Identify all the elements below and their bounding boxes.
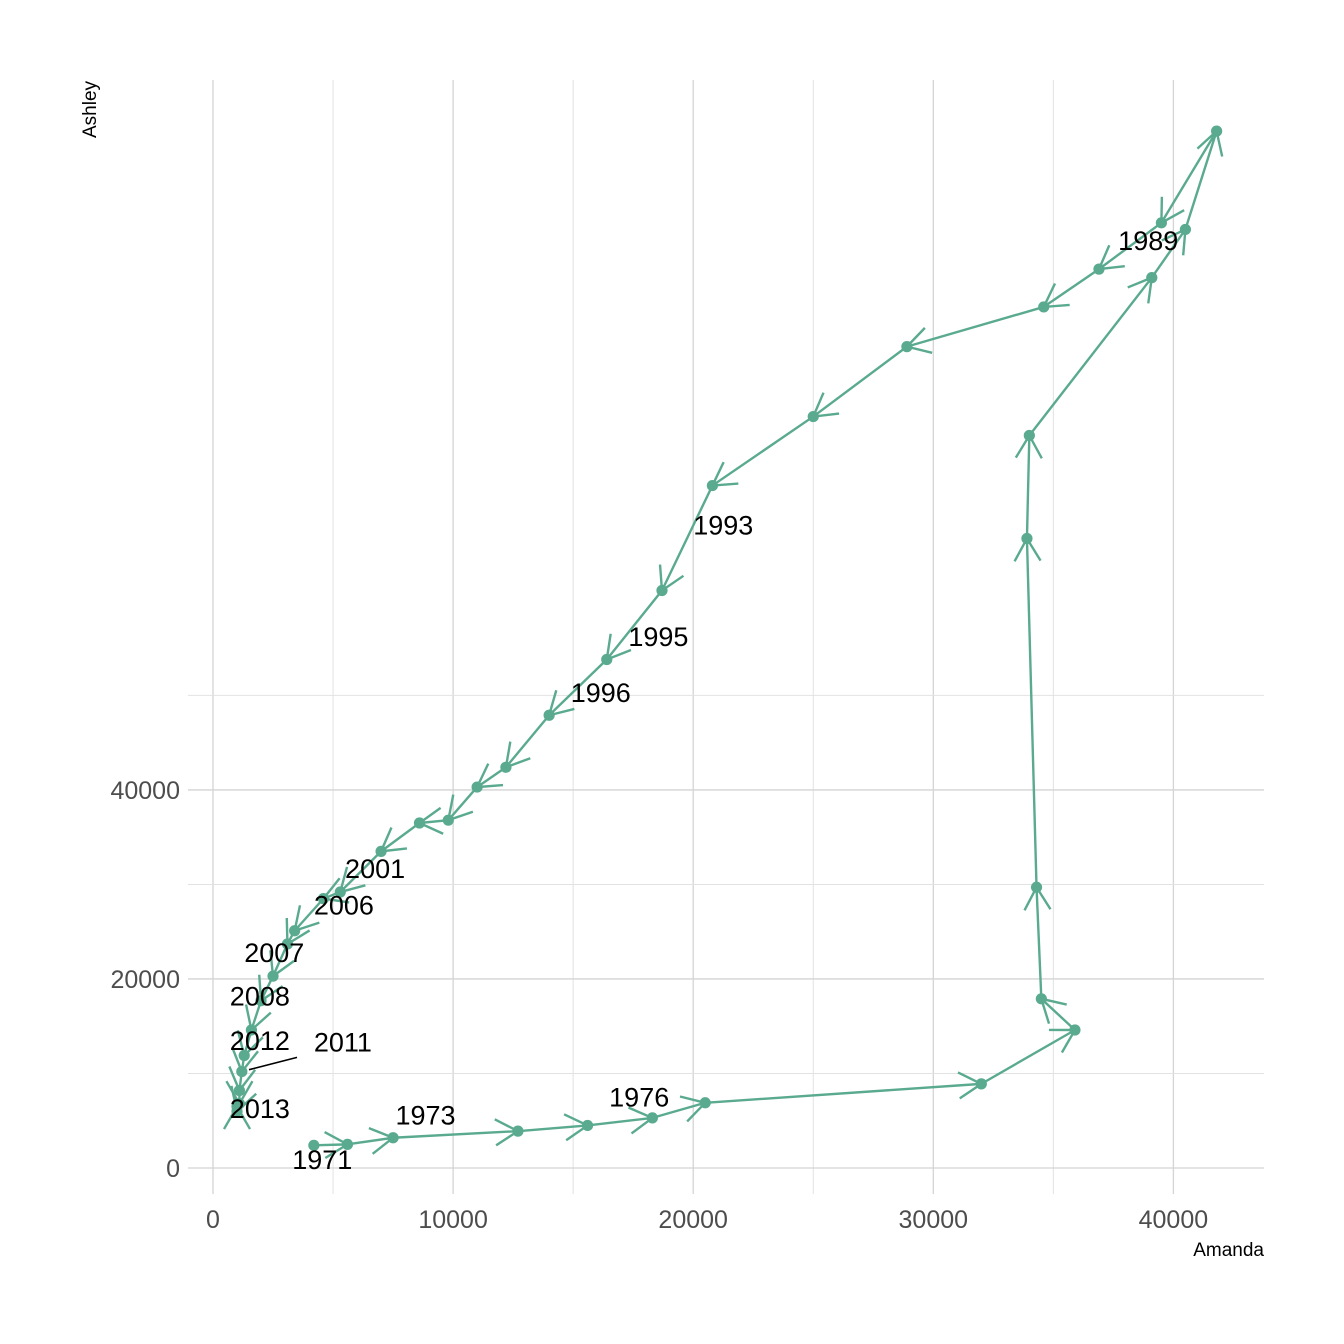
data-point [1093,263,1105,275]
data-point [699,1097,711,1109]
data-point [1030,881,1043,893]
data-point [236,1065,248,1078]
year-label: 1973 [395,1101,455,1131]
data-point [245,1024,258,1036]
data-point [317,893,330,905]
x-tick-label: 30000 [899,1206,969,1234]
year-label: 1989 [1118,226,1178,256]
x-tick-label: 20000 [658,1206,728,1234]
data-point [1021,532,1033,545]
data-point [308,1139,320,1151]
x-tick-label: 40000 [1139,1206,1209,1234]
data-point [1035,993,1047,1005]
label-leader-lines [248,1056,298,1071]
year-label: 2012 [230,1026,290,1056]
data-point [706,479,719,492]
year-label: 1993 [693,511,753,541]
data-point [289,925,301,937]
y-axis-ticks: 0 20000 40000 [110,777,180,1183]
y-tick-label: 20000 [110,966,180,994]
year-label: 2011 [314,1028,372,1058]
data-point [281,938,294,950]
data-point [1179,223,1192,236]
data-point [581,1119,594,1132]
x-axis-ticks: 0 10000 20000 30000 40000 [206,1206,1208,1234]
data-point [1146,272,1158,284]
data-point [601,653,613,666]
data-point [512,1125,524,1137]
data-point [267,970,279,982]
y-axis-title: Ashley [80,80,101,138]
data-point [238,1049,250,1062]
data-points [231,125,1223,1151]
grid [188,80,1264,1194]
year-label: 2001 [345,854,405,884]
data-point [341,1138,354,1150]
data-point [231,1100,243,1113]
data-point [1038,301,1050,313]
data-point [646,1112,658,1124]
year-label: 1996 [571,678,631,708]
y-tick-label: 40000 [110,777,180,805]
data-point [413,817,426,829]
data-point [334,886,346,898]
data-point [807,410,819,423]
data-point [543,709,555,721]
x-tick-label: 10000 [418,1206,488,1234]
year-label: 2007 [244,938,304,968]
year-label: 1976 [609,1083,669,1113]
data-point [1069,1024,1081,1036]
data-point [500,761,512,773]
year-label: 1995 [628,622,688,652]
data-point [375,845,387,857]
year-label: 2008 [230,981,290,1011]
y-tick-label: 0 [166,1155,180,1183]
data-point [975,1078,987,1090]
x-axis-title: Amanda [1193,1240,1264,1261]
year-labels: 1971 1973 1976 2013 2011 2012 2008 2007 2006 2001… [230,226,1178,1175]
year-label: 2013 [230,1094,290,1124]
data-point [1155,217,1167,229]
year-label: 2006 [314,891,374,921]
data-point [255,995,267,1007]
year-label: 1971 [292,1145,352,1175]
data-point [1211,125,1223,137]
x-tick-label: 0 [206,1206,220,1234]
data-point [471,781,483,793]
data-point [901,341,913,353]
data-point [656,584,668,597]
data-point [442,814,454,826]
data-point [387,1132,399,1144]
data-point [1023,429,1035,442]
leader-line [248,1056,298,1071]
data-point [233,1084,246,1097]
